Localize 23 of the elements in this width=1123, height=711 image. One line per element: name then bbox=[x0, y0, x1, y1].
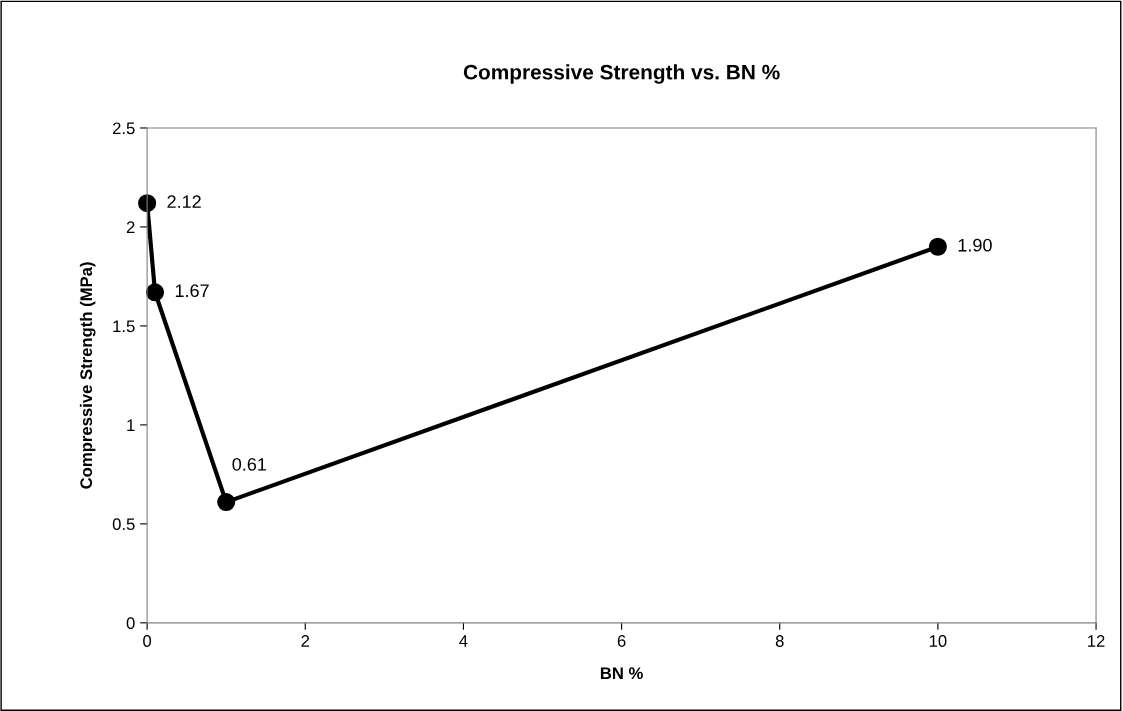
x-tick-label: 10 bbox=[929, 635, 947, 647]
x-tick-label: 4 bbox=[459, 635, 468, 647]
x-tick-label: 12 bbox=[1088, 635, 1105, 647]
x-tick-label: 6 bbox=[617, 635, 626, 647]
y-axis-title: Compressive Strength (MPa) bbox=[79, 262, 96, 489]
point bbox=[928, 237, 947, 256]
point bbox=[217, 493, 236, 512]
y-tick-label: 1.5 bbox=[113, 320, 135, 333]
x-tick-label: 0 bbox=[143, 635, 152, 647]
point bbox=[145, 283, 165, 302]
data-label: 1.67 bbox=[175, 284, 209, 298]
y-tick-label: 0.5 bbox=[112, 518, 135, 531]
y-tick-label: 0 bbox=[126, 617, 135, 630]
y-tick-label: 2.5 bbox=[112, 122, 135, 135]
x-axis-title: BN % bbox=[600, 667, 643, 680]
data-label: 1.90 bbox=[958, 238, 992, 252]
data-label: 2.12 bbox=[167, 195, 201, 208]
chart-title: Compressive Strength vs. BN % bbox=[463, 64, 780, 84]
y-tick-label: 2 bbox=[126, 221, 135, 233]
x-tick-label: 2 bbox=[301, 635, 310, 647]
y-tick-label: 1 bbox=[127, 419, 135, 431]
data-label: 0.61 bbox=[232, 457, 267, 471]
x-tick-label: 8 bbox=[775, 635, 784, 647]
